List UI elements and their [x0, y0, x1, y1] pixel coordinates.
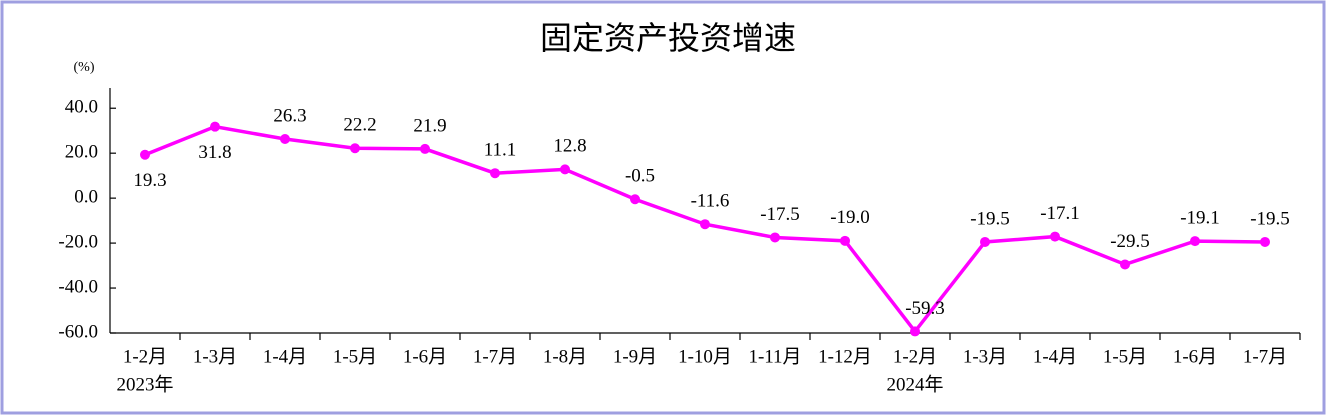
point — [1120, 259, 1130, 270]
point — [700, 219, 710, 230]
data-label: 26.3 — [273, 105, 306, 126]
point — [1190, 236, 1200, 247]
point — [770, 232, 780, 243]
y-tick-label: -60.0 — [58, 321, 98, 342]
data-label: -11.6 — [691, 191, 730, 212]
point — [140, 149, 150, 160]
data-label: -19.1 — [1180, 207, 1220, 228]
x-tick-label: 1-2月 — [893, 346, 937, 367]
y-unit-label: (%) — [74, 60, 95, 75]
data-label: 19.3 — [133, 170, 166, 191]
data-label: 31.8 — [198, 142, 231, 163]
x-tick-label: 1-10月 — [678, 346, 732, 367]
point — [350, 143, 360, 154]
x-tick-label: 1-4月 — [1033, 346, 1077, 367]
point — [910, 326, 920, 337]
point — [490, 168, 500, 179]
point — [630, 194, 640, 205]
y-tick-label: 40.0 — [65, 97, 98, 118]
data-label: 22.2 — [343, 115, 376, 136]
point — [560, 164, 570, 175]
data-label: -59.3 — [905, 298, 945, 319]
point — [210, 121, 220, 132]
x-group-label: 2023年 — [116, 373, 173, 395]
y-tick-label: -20.0 — [58, 231, 98, 252]
x-group-label: 2024年 — [886, 373, 943, 395]
data-label: -0.5 — [625, 166, 655, 187]
y-tick-label: 0.0 — [74, 186, 98, 207]
point — [840, 235, 850, 246]
y-tick-label: 20.0 — [65, 142, 98, 163]
point — [280, 134, 290, 145]
x-tick-label: 1-7月 — [1243, 346, 1287, 367]
data-label: 12.8 — [553, 136, 586, 157]
x-tick-label: 1-6月 — [403, 346, 447, 367]
x-tick-label: 1-3月 — [193, 346, 237, 367]
data-label: -19.5 — [1250, 208, 1290, 229]
x-tick-label: 1-5月 — [1103, 346, 1147, 367]
point — [1050, 231, 1060, 242]
x-tick-label: 1-4月 — [263, 346, 307, 367]
point — [420, 143, 430, 154]
x-tick-label: 1-6月 — [1173, 346, 1217, 367]
point — [1260, 236, 1270, 247]
data-label: 21.9 — [413, 115, 446, 136]
point — [980, 236, 990, 247]
chart-title: 固定资产投资增速 — [540, 19, 796, 57]
data-label: 11.1 — [484, 140, 517, 161]
x-tick-label: 1-3月 — [963, 346, 1007, 367]
y-tick-label: -40.0 — [58, 276, 98, 297]
x-tick-label: 1-9月 — [613, 346, 657, 367]
x-tick-label: 1-12月 — [818, 346, 872, 367]
x-tick-label: 1-2月 — [123, 346, 167, 367]
x-tick-label: 1-11月 — [748, 346, 801, 367]
data-label: -17.1 — [1040, 203, 1080, 224]
data-label: -17.5 — [760, 204, 800, 225]
x-tick-label: 1-5月 — [333, 346, 377, 367]
x-tick-label: 1-7月 — [473, 346, 517, 367]
x-tick-label: 1-8月 — [543, 346, 587, 367]
data-label: -19.5 — [970, 208, 1010, 229]
data-label: -29.5 — [1110, 231, 1150, 252]
data-label: -19.0 — [830, 207, 870, 228]
